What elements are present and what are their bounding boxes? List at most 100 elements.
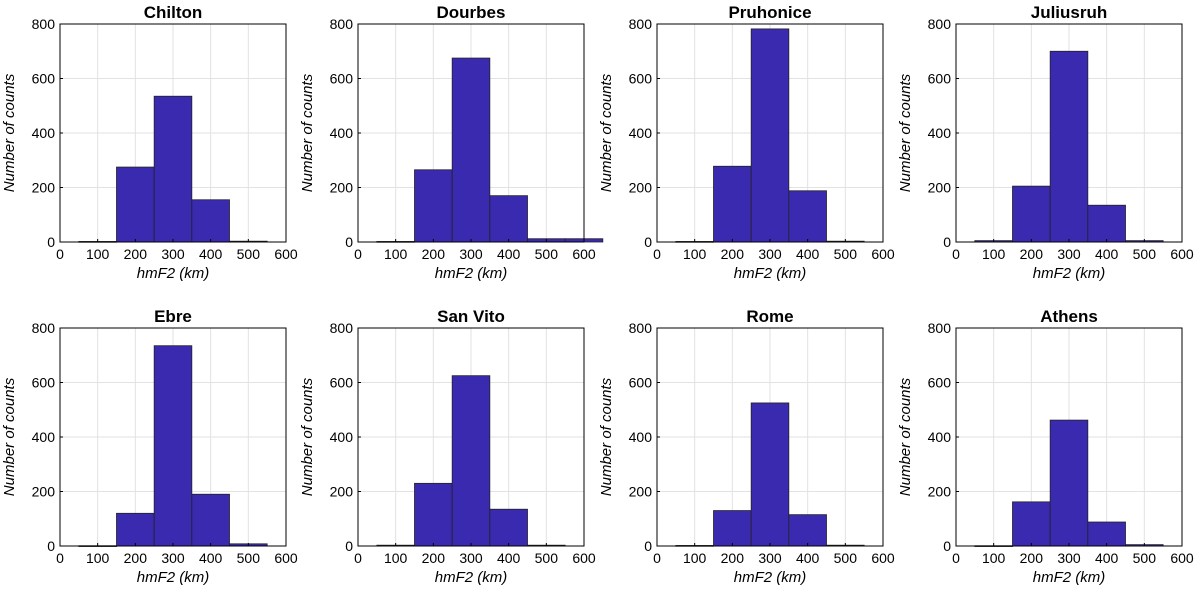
x-tick-label: 500: [237, 550, 261, 566]
x-axis-label: hmF2 (km): [734, 265, 807, 282]
x-tick-label: 100: [384, 246, 408, 262]
histogram-bar: [116, 166, 155, 243]
y-tick-label: 0: [345, 538, 353, 554]
x-tick-label: 600: [572, 550, 596, 566]
histogram-panel: 0 100 200 300 400 500 600 0 200 400 600 800 San Vito…: [299, 307, 596, 586]
histogram-bar: [153, 345, 193, 547]
x-tick-label: 0: [952, 550, 960, 566]
x-tick-label: 500: [237, 246, 261, 262]
x-tick-label: 300: [161, 550, 185, 566]
y-tick-label: 800: [330, 16, 354, 32]
y-tick-label: 800: [629, 320, 653, 336]
x-tick-label: 0: [56, 550, 64, 566]
y-tick-label: 0: [47, 538, 55, 554]
chart-title: Dourbes: [437, 3, 506, 22]
y-axis-label: Number of counts: [1, 377, 18, 496]
y-tick-label: 400: [32, 125, 56, 141]
x-tick-label: 100: [86, 246, 110, 262]
x-tick-label: 200: [422, 246, 446, 262]
histogram-bar: [414, 169, 453, 243]
x-tick-label: 500: [1133, 550, 1157, 566]
histogram-bar: [1087, 204, 1126, 243]
histogram-bar: [489, 195, 528, 243]
y-tick-label: 600: [928, 71, 952, 87]
y-tick-label: 600: [928, 375, 952, 391]
y-tick-label: 800: [928, 320, 952, 336]
histogram-bar: [191, 493, 230, 547]
x-tick-label: 600: [274, 246, 298, 262]
x-axis-label: hmF2 (km): [137, 569, 210, 586]
x-tick-label: 600: [871, 246, 895, 262]
y-tick-label: 600: [629, 375, 653, 391]
y-tick-label: 600: [629, 71, 653, 87]
x-axis-label: hmF2 (km): [1033, 265, 1106, 282]
y-tick-label: 400: [629, 125, 653, 141]
x-axis-label: hmF2 (km): [734, 569, 807, 586]
histogram-bar: [750, 402, 790, 547]
y-tick-label: 800: [32, 16, 56, 32]
x-tick-label: 300: [1057, 246, 1081, 262]
chart-title: Juliusruh: [1031, 3, 1108, 22]
y-tick-label: 0: [644, 234, 652, 250]
x-tick-label: 600: [274, 550, 298, 566]
y-tick-label: 800: [32, 320, 56, 336]
histogram-bar: [1012, 501, 1051, 547]
x-tick-label: 400: [497, 550, 521, 566]
histogram-panel: 0 100 200 300 400 500 600 0 200 400 600 800 Dourbes h…: [299, 3, 604, 282]
y-axis-label: Number of counts: [897, 73, 914, 192]
x-tick-label: 400: [199, 550, 223, 566]
chart-title: Rome: [746, 307, 793, 326]
x-tick-label: 400: [796, 246, 820, 262]
histogram-panel: 0 100 200 300 400 500 600 0 200 400 600 800 Ebre hmF2…: [1, 307, 298, 586]
x-tick-label: 400: [497, 246, 521, 262]
histogram-bar: [1087, 521, 1126, 547]
histogram-panel: 0 100 200 300 400 500 600 0 200 400 600 800 Chilton h…: [1, 3, 298, 282]
y-tick-label: 200: [928, 484, 952, 500]
y-tick-label: 200: [629, 484, 653, 500]
y-tick-label: 200: [330, 180, 354, 196]
y-tick-label: 400: [32, 429, 56, 445]
y-tick-label: 800: [928, 16, 952, 32]
chart-title: Pruhonice: [728, 3, 811, 22]
y-tick-label: 200: [629, 180, 653, 196]
histogram-bar: [788, 514, 827, 547]
x-tick-label: 100: [982, 550, 1006, 566]
histogram-bar: [1049, 419, 1089, 547]
histogram-bar: [1049, 50, 1089, 243]
y-tick-label: 200: [32, 180, 56, 196]
x-tick-label: 600: [1170, 550, 1194, 566]
histogram-bar: [1012, 185, 1051, 243]
x-tick-label: 0: [56, 246, 64, 262]
y-axis-label: Number of counts: [1, 73, 18, 192]
x-tick-label: 600: [1170, 246, 1194, 262]
x-tick-label: 500: [535, 246, 559, 262]
x-tick-label: 500: [1133, 246, 1157, 262]
x-tick-label: 300: [459, 550, 483, 566]
y-axis-label: Number of counts: [299, 377, 316, 496]
x-tick-label: 200: [422, 550, 446, 566]
x-tick-label: 0: [653, 550, 661, 566]
x-tick-label: 0: [952, 246, 960, 262]
histogram-bar: [750, 28, 790, 243]
histogram-bar: [489, 508, 528, 547]
y-tick-label: 600: [32, 71, 56, 87]
x-axis-label: hmF2 (km): [435, 569, 508, 586]
histogram-panel: 0 100 200 300 400 500 600 0 200 400 600 800 Pruhonic…: [598, 3, 895, 282]
x-axis-label: hmF2 (km): [435, 265, 508, 282]
x-tick-label: 400: [1095, 246, 1119, 262]
histogram-bar: [451, 57, 491, 243]
chart-title: Athens: [1040, 307, 1098, 326]
x-tick-label: 100: [982, 246, 1006, 262]
y-tick-label: 200: [32, 484, 56, 500]
y-tick-label: 600: [330, 375, 354, 391]
y-tick-label: 600: [330, 71, 354, 87]
histogram-bar: [414, 482, 453, 547]
x-tick-label: 500: [834, 550, 858, 566]
y-tick-label: 800: [629, 16, 653, 32]
x-tick-label: 100: [683, 246, 707, 262]
x-tick-label: 300: [758, 550, 782, 566]
x-tick-label: 600: [871, 550, 895, 566]
x-tick-label: 200: [124, 550, 148, 566]
